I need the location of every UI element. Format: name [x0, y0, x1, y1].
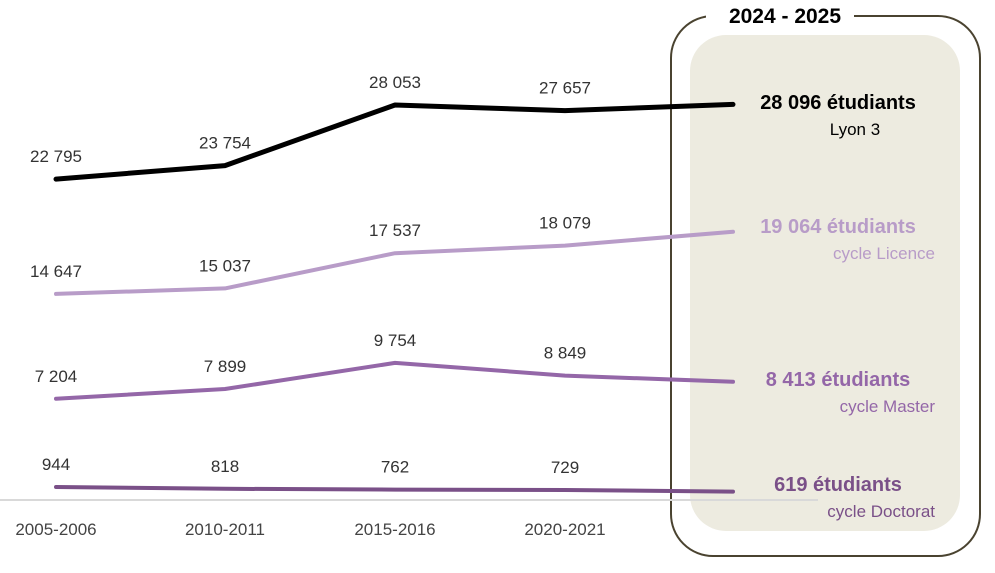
series-line-1	[54, 229, 735, 296]
final-value-label: 619 étudiants	[774, 474, 902, 496]
data-label: 818	[211, 457, 239, 476]
series-name-label: cycle Doctorat	[827, 502, 935, 521]
x-tick-label: 2020-2021	[524, 520, 605, 539]
data-label: 14 647	[30, 262, 82, 281]
data-label: 9 754	[374, 331, 417, 350]
series-name-label: Lyon 3	[830, 120, 880, 139]
x-tick-label: 2015-2016	[354, 520, 435, 539]
data-label: 27 657	[539, 79, 591, 98]
data-label: 8 849	[544, 344, 587, 363]
data-label: 944	[42, 455, 70, 474]
highlight-header: 2024 - 2025	[729, 5, 841, 28]
series-line-3	[54, 485, 735, 494]
x-tick-label: 2005-2006	[15, 520, 96, 539]
series-line-0	[53, 101, 736, 182]
data-label: 28 053	[369, 73, 421, 92]
data-label: 7 204	[35, 367, 78, 386]
data-label: 17 537	[369, 221, 421, 240]
data-label: 18 079	[539, 214, 591, 233]
final-value-label: 28 096 étudiants	[760, 92, 916, 114]
highlight-header-gap	[706, 6, 854, 26]
series-line-2	[54, 360, 735, 401]
data-label: 23 754	[199, 134, 251, 153]
data-label: 762	[381, 458, 409, 477]
series-name-label: cycle Licence	[833, 244, 935, 263]
series-name-label: cycle Master	[840, 397, 936, 416]
data-label: 7 899	[204, 357, 247, 376]
final-value-label: 8 413 étudiants	[766, 369, 911, 391]
highlight-panel	[690, 35, 960, 531]
data-label: 729	[551, 458, 579, 477]
data-label: 22 795	[30, 147, 82, 166]
final-value-label: 19 064 étudiants	[760, 216, 916, 238]
x-tick-label: 2010-2011	[185, 520, 265, 539]
data-label: 15 037	[199, 256, 251, 275]
